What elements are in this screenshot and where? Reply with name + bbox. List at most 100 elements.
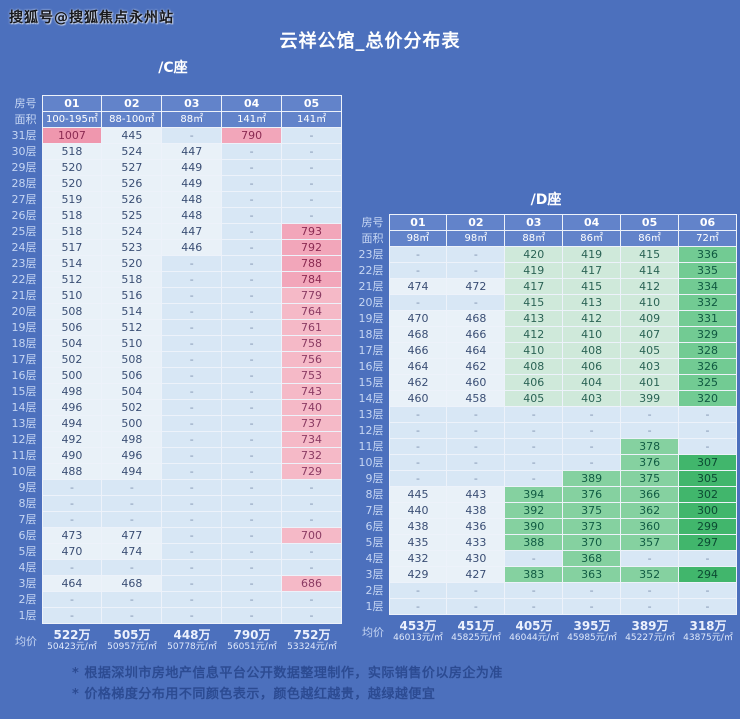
price-cell: 413 bbox=[504, 310, 564, 327]
price-cell: - bbox=[562, 582, 622, 599]
unit-column-header: 03 bbox=[161, 95, 223, 112]
price-cell: 462 bbox=[446, 358, 506, 375]
price-cell: 449 bbox=[161, 159, 223, 176]
price-cell: - bbox=[41, 511, 103, 528]
floor-row: 23层 514 520- -788 bbox=[4, 255, 342, 272]
floor-row: 12层 492 498- -734 bbox=[4, 431, 342, 448]
floor-row: 17层 466 464 410 408 405 328 bbox=[355, 342, 737, 359]
average-total-price: 453万 bbox=[399, 619, 437, 633]
price-cell: - bbox=[161, 527, 223, 544]
room-number-label: 房号 bbox=[361, 216, 384, 229]
floor-row: 5层 470 474- - - bbox=[4, 543, 342, 560]
price-cell: 764 bbox=[281, 303, 342, 320]
area-row: 面积 98㎡ 98㎡ 88㎡ 86㎡ 86㎡ 72㎡ bbox=[355, 230, 737, 247]
floor-label: 23层 bbox=[11, 257, 37, 270]
floor-label: 3层 bbox=[18, 577, 37, 590]
floor-label: 6层 bbox=[365, 520, 384, 533]
floor-row: 28层 520 526 449- - bbox=[4, 175, 342, 192]
price-cell: 784 bbox=[281, 271, 342, 288]
price-cell: - bbox=[281, 207, 342, 224]
floor-row: 11层 - - - -378- bbox=[355, 438, 737, 455]
price-cell: - bbox=[221, 319, 283, 336]
price-cell: 415 bbox=[562, 278, 622, 295]
price-cell: 514 bbox=[101, 303, 163, 320]
average-price-cell: 752万 53324元/㎡ bbox=[282, 628, 342, 653]
price-cell: 436 bbox=[446, 518, 506, 535]
price-cell: 488 bbox=[41, 463, 103, 480]
price-cell: - bbox=[161, 271, 223, 288]
floor-label: 22层 bbox=[11, 273, 37, 286]
floor-row: 26层 518 525 448- - bbox=[4, 207, 342, 224]
floor-row: 15层 498 504- -743 bbox=[4, 383, 342, 400]
floor-row: 13层 494 500- -737 bbox=[4, 415, 342, 432]
price-cell: 473 bbox=[41, 527, 103, 544]
price-cell: - bbox=[221, 607, 283, 624]
floor-label: 5层 bbox=[365, 536, 384, 549]
price-cell: 433 bbox=[446, 534, 506, 551]
floor-label: 25层 bbox=[11, 225, 37, 238]
price-cell: 305 bbox=[678, 470, 737, 487]
price-cell: - bbox=[446, 422, 506, 439]
price-cell: - bbox=[41, 607, 103, 624]
price-cell: - bbox=[388, 294, 448, 311]
area-row: 面积 100-195㎡ 88-100㎡ 88㎡ 141㎡ 141㎡ bbox=[4, 111, 342, 128]
price-cell: 336 bbox=[678, 246, 737, 263]
price-cell: - bbox=[388, 470, 448, 487]
price-cell: 464 bbox=[446, 342, 506, 359]
average-total-price: 389万 bbox=[631, 619, 669, 633]
floor-label: 19层 bbox=[11, 321, 37, 334]
average-price-cell: 405万 46044元/㎡ bbox=[505, 619, 563, 644]
floor-row: 8层 - - - - - bbox=[4, 495, 342, 512]
price-cell: 332 bbox=[678, 294, 737, 311]
average-price-cell: 505万 50957元/㎡ bbox=[102, 628, 162, 653]
floor-label: 16层 bbox=[358, 360, 384, 373]
unit-column-header: 04 bbox=[221, 95, 283, 112]
average-price-cell: 790万 56051元/㎡ bbox=[222, 628, 282, 653]
unit-area-value: 100-195㎡ bbox=[41, 111, 103, 128]
price-cell: 460 bbox=[446, 374, 506, 391]
price-cell: 412 bbox=[620, 278, 680, 295]
price-cell: 686 bbox=[281, 575, 342, 592]
price-cell: 449 bbox=[161, 175, 223, 192]
average-price-cell: 451万 45825元/㎡ bbox=[447, 619, 505, 644]
price-cell: - bbox=[281, 479, 342, 496]
average-price-cell: 448万 50778元/㎡ bbox=[162, 628, 222, 653]
price-cell: 512 bbox=[101, 319, 163, 336]
floor-label: 8层 bbox=[18, 497, 37, 510]
floor-label: 12层 bbox=[11, 433, 37, 446]
unit-area-value: 141㎡ bbox=[221, 111, 283, 128]
floor-row: 15层 462 460 406 404 401 325 bbox=[355, 374, 737, 391]
floor-label: 14层 bbox=[358, 392, 384, 405]
price-cell: - bbox=[221, 175, 283, 192]
price-cell: 300 bbox=[678, 502, 737, 519]
price-cell: 700 bbox=[281, 527, 342, 544]
floor-label: 20层 bbox=[11, 305, 37, 318]
floor-label: 15层 bbox=[358, 376, 384, 389]
price-cell: 468 bbox=[101, 575, 163, 592]
price-cell: - bbox=[161, 255, 223, 272]
price-cell: 506 bbox=[41, 319, 103, 336]
price-cell: - bbox=[221, 399, 283, 416]
price-cell: 460 bbox=[388, 390, 448, 407]
price-cell: 732 bbox=[281, 447, 342, 464]
floor-label: 4层 bbox=[18, 561, 37, 574]
average-total-price: 505万 bbox=[113, 628, 151, 642]
floor-row: 6层 438 436 390 373 360 299 bbox=[355, 518, 737, 535]
price-cell: - bbox=[281, 127, 342, 144]
price-cell: 504 bbox=[41, 335, 103, 352]
price-cell: - bbox=[221, 495, 283, 512]
price-cell: - bbox=[388, 438, 448, 455]
unit-column-header: 01 bbox=[388, 214, 448, 231]
price-cell: 357 bbox=[620, 534, 680, 551]
price-cell: - bbox=[446, 470, 506, 487]
floor-label: 2层 bbox=[365, 584, 384, 597]
price-cell: - bbox=[281, 175, 342, 192]
price-cell: - bbox=[221, 527, 283, 544]
floor-label: 12层 bbox=[358, 424, 384, 437]
floor-label: 1层 bbox=[365, 600, 384, 613]
price-cell: - bbox=[620, 550, 680, 567]
unit-area-value: 88㎡ bbox=[504, 230, 564, 247]
price-cell: - bbox=[446, 262, 506, 279]
footnote-source: * 根据深圳市房地产信息平台公开数据整理制作，实际销售价以房企为准 bbox=[72, 666, 503, 681]
price-cell: - bbox=[388, 422, 448, 439]
